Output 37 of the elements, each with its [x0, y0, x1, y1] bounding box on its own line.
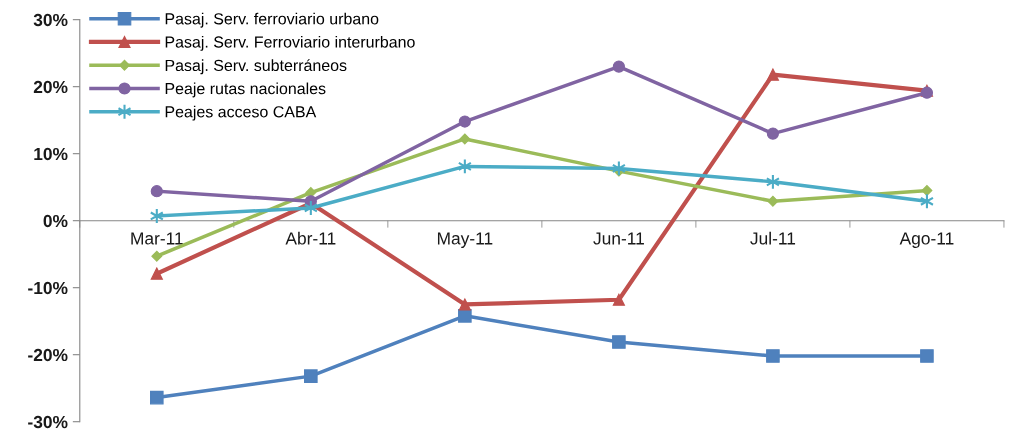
y-tick-label: 20%: [33, 80, 68, 94]
point: [612, 60, 625, 73]
point: [767, 195, 779, 207]
point: [149, 390, 164, 405]
point: [920, 349, 934, 363]
x-tick-label: May-11: [437, 232, 493, 248]
y-tick-label: -30%: [28, 415, 68, 429]
x-tick-label: Mar-11: [131, 232, 183, 245]
point: [612, 293, 625, 306]
point: [150, 267, 163, 280]
y-tick-label: 0%: [43, 214, 68, 228]
x-tick-label: Ago-11: [899, 232, 954, 248]
point: [304, 369, 318, 383]
y-tick-label: -20%: [28, 348, 68, 362]
point: [612, 335, 626, 349]
y-tick-label: 30%: [33, 13, 68, 27]
x-tick-label: Jun-11: [593, 232, 644, 245]
legend-label: Peaje rutas nacionales: [165, 82, 326, 98]
y-tick-label: 10%: [34, 147, 68, 161]
point: [766, 68, 780, 81]
point: [458, 115, 471, 128]
legend-label: Pasaj. Serv. subterráneos: [165, 59, 347, 75]
point: [766, 349, 780, 363]
legend-label: Peajes acceso CABA: [165, 105, 317, 121]
point: [611, 160, 626, 177]
point: [458, 298, 471, 311]
legend-label: Pasaj. Serv. ferroviario urbano: [165, 12, 379, 28]
point: [150, 185, 163, 198]
point: [151, 250, 163, 262]
point: [766, 127, 780, 140]
point: [458, 309, 472, 323]
legend-label: Pasaj. Serv. Ferroviario interurbano: [165, 35, 415, 51]
y-tick-label: -10%: [28, 281, 68, 295]
point: [459, 133, 471, 145]
x-tick-label: Abr-11: [285, 231, 336, 245]
x-tick-label: Jul-11: [750, 231, 796, 245]
point: [921, 185, 933, 196]
